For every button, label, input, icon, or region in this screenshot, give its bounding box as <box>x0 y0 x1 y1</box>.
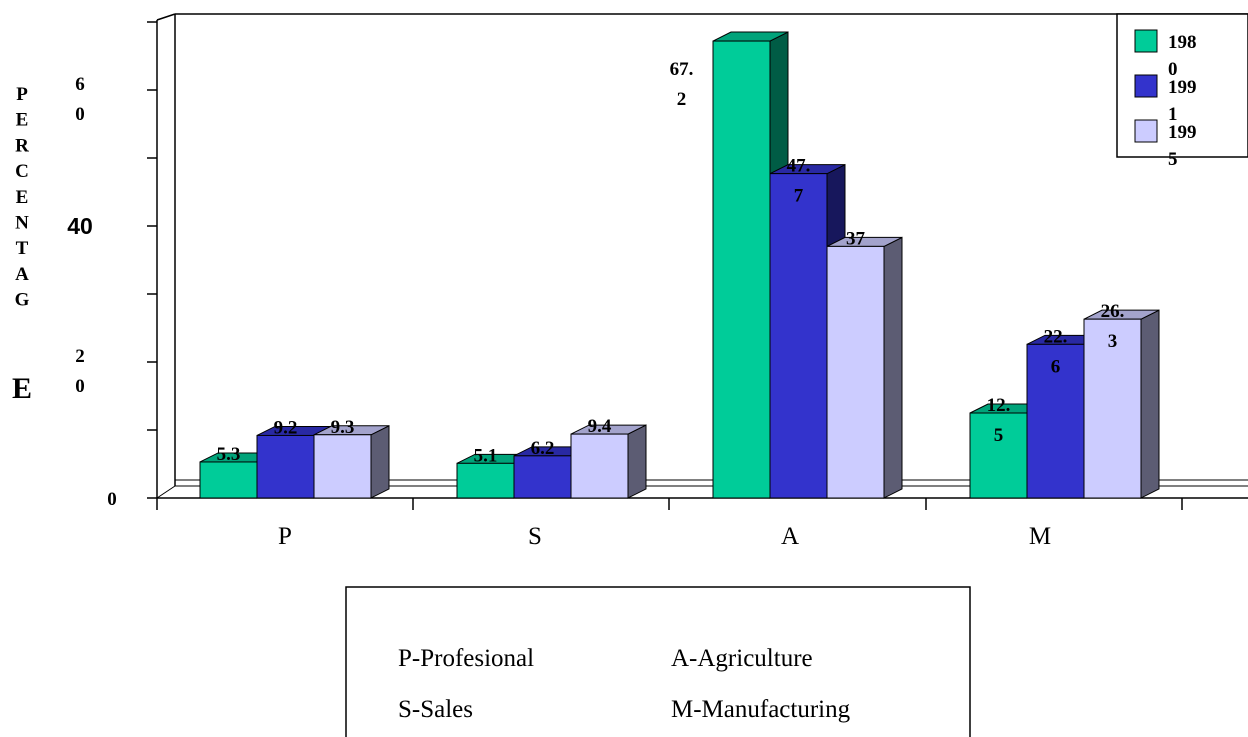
data-label-M-1991: 22. 6 <box>1044 326 1068 377</box>
x-category-label-S: S <box>528 523 542 550</box>
data-label-A-1980: 67. 2 <box>670 59 694 110</box>
y-tick-labels: 0 2 0 40 6 0 <box>67 74 117 510</box>
key-entry-a: A-Agriculture <box>671 645 813 672</box>
data-label-P-1991: 9.2 <box>274 417 298 438</box>
y-label-letter: P <box>16 84 28 105</box>
y-label-letter: T <box>16 238 29 259</box>
bar-side <box>1140 309 1160 499</box>
key-entry-s: S-Sales <box>398 696 473 723</box>
data-label-P-1995: 9.3 <box>331 417 355 438</box>
data-label-A-1991: 47. 7 <box>787 156 811 207</box>
legend-label: 199 5 <box>1168 122 1197 170</box>
bar-P-1995 <box>313 424 390 499</box>
bar-front <box>456 462 515 499</box>
legend-label: 198 0 <box>1168 32 1197 80</box>
data-labels: 5.3 9.2 9.3 5.1 6.2 9.4 67. 2 47. 7 37 12. 5 22. 6 26. 3 <box>217 59 1125 466</box>
bar-side <box>370 424 390 499</box>
data-label-S-1995: 9.4 <box>588 416 612 437</box>
legend-swatch <box>1134 74 1158 98</box>
y-label-letter: E <box>12 372 32 405</box>
data-label-P-1980: 5.3 <box>217 444 241 465</box>
bar-front <box>712 40 771 499</box>
x-category-label-M: M <box>1029 523 1051 550</box>
y-label-letter: N <box>15 213 29 234</box>
bar-front <box>513 455 572 499</box>
bar-A-1995 <box>826 236 903 499</box>
legend-item-1980: 198 0 <box>1134 29 1197 80</box>
y-label-letter: G <box>15 290 30 311</box>
y-label-letter: C <box>15 161 29 182</box>
y-label-letter: R <box>15 135 29 156</box>
legend-swatch <box>1134 29 1158 53</box>
data-label-A-1995: 37 <box>846 228 866 249</box>
y-axis <box>156 13 1248 498</box>
legend-label: 199 1 <box>1168 77 1197 125</box>
y-label-letter: E <box>16 187 29 208</box>
bars <box>199 31 1160 499</box>
bar-side <box>627 424 647 499</box>
data-label-M-1995: 26. 3 <box>1101 301 1125 352</box>
y-tick-label: 40 <box>67 213 93 239</box>
x-axis-ticks <box>156 498 1183 510</box>
legend-item-1991: 199 1 <box>1134 74 1197 125</box>
data-label-S-1980: 5.1 <box>474 445 498 466</box>
key-entry-p: P-Profesional <box>398 645 534 672</box>
data-label-M-1980: 12. 5 <box>987 395 1011 446</box>
y-tick-label: 0 <box>107 489 117 510</box>
y-label-letter: E <box>16 110 29 131</box>
bar-front <box>826 245 885 499</box>
bar-front <box>570 433 629 499</box>
y-label-letter: A <box>15 264 29 285</box>
bar-front <box>256 434 315 499</box>
bar-S-1995 <box>570 424 647 499</box>
bar-front <box>969 412 1028 499</box>
data-label-S-1991: 6.2 <box>531 438 555 459</box>
bar-front <box>1026 343 1085 499</box>
x-category-label-A: A <box>781 523 799 550</box>
bar-front <box>199 461 258 499</box>
key-box <box>345 586 971 737</box>
bar-M-1995 <box>1083 309 1160 499</box>
legend-item-1995: 199 5 <box>1134 119 1197 170</box>
abbreviation-key: P-Profesional A-Agriculture S-Sales M-Ma… <box>345 586 971 737</box>
legend-swatch <box>1134 119 1158 143</box>
bar-side <box>883 236 903 499</box>
y-axis-ticks <box>147 21 157 499</box>
bar-front <box>1083 318 1142 499</box>
bar-front <box>769 173 828 499</box>
x-category-label-P: P <box>278 523 292 550</box>
key-entry-m: M-Manufacturing <box>671 696 851 723</box>
bar-front <box>313 434 372 499</box>
